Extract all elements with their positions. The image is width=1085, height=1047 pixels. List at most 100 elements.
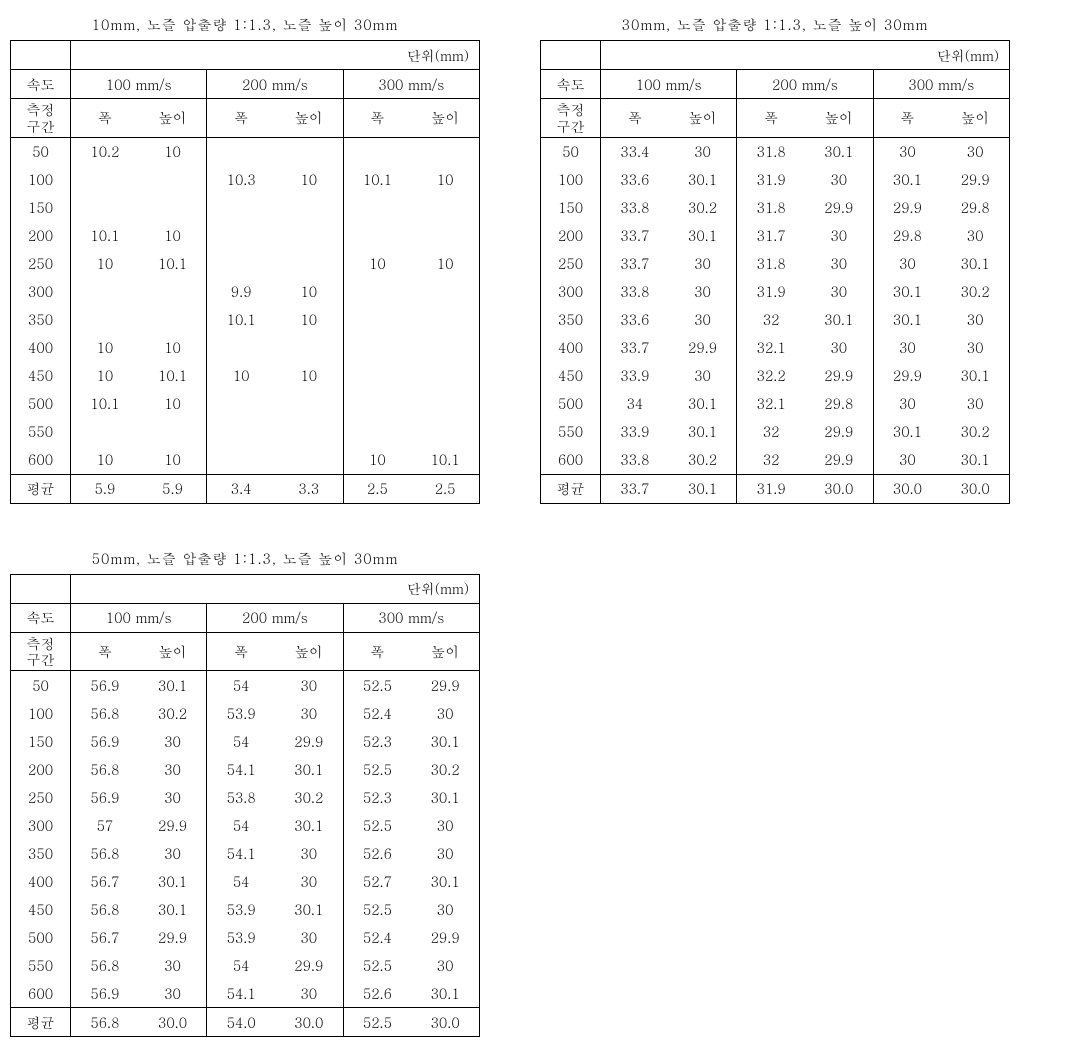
table-row: 20056.83054.130.152.530.2	[11, 755, 480, 783]
row-label: 300	[541, 278, 601, 306]
cell: 30.2	[275, 783, 343, 811]
avg-cell: 30.0	[873, 474, 941, 503]
cell: 30	[669, 362, 737, 390]
cell: 31.8	[737, 194, 805, 222]
cell: 30	[669, 137, 737, 166]
width-label: 폭	[601, 99, 669, 138]
table-row: 20033.730.131.73029.830	[541, 222, 1010, 250]
cell: 10	[139, 137, 207, 166]
row-label: 200	[541, 222, 601, 250]
cell: 30	[669, 278, 737, 306]
cell: 10	[139, 334, 207, 362]
avg-cell: 30.1	[669, 474, 737, 503]
table-row: 50010.110	[11, 390, 480, 418]
avg-cell: 2.5	[411, 474, 479, 503]
cell	[207, 390, 275, 418]
height-label: 높이	[275, 632, 343, 671]
corner-cell	[11, 41, 71, 70]
cell: 10.1	[139, 362, 207, 390]
row-label: 50	[541, 137, 601, 166]
cell: 33.7	[601, 222, 669, 250]
page-grid: 10mm, 노즐 압출량 1:1.3, 노즐 높이 30mm단위(mm)속도10…	[10, 10, 1085, 1037]
cell	[275, 250, 343, 278]
row-label: 350	[11, 839, 71, 867]
speed-header: 300 mm/s	[343, 70, 479, 99]
table-row: 55056.8305429.952.530	[11, 951, 480, 979]
table-block: 30mm, 노즐 압출량 1:1.3, 노즐 높이 30mm단위(mm)속도10…	[540, 10, 1010, 504]
cell	[139, 194, 207, 222]
cell: 33.4	[601, 137, 669, 166]
cell: 56.7	[71, 923, 139, 951]
cell	[275, 334, 343, 362]
table-row: 60056.93054.13052.630.1	[11, 979, 480, 1008]
row-label: 50	[11, 671, 71, 700]
cell: 30.1	[275, 755, 343, 783]
cell: 30	[941, 390, 1009, 418]
interval-label: 측정구간	[541, 99, 601, 138]
cell: 30.1	[941, 250, 1009, 278]
cell: 30	[805, 166, 873, 194]
cell: 52.5	[343, 671, 411, 700]
cell: 52.7	[343, 867, 411, 895]
table-block: 10mm, 노즐 압출량 1:1.3, 노즐 높이 30mm단위(mm)속도10…	[10, 10, 480, 504]
cell	[139, 306, 207, 334]
cell: 33.8	[601, 194, 669, 222]
avg-cell: 31.9	[737, 474, 805, 503]
speed-header: 100 mm/s	[601, 70, 737, 99]
cell: 10	[275, 306, 343, 334]
cell: 30	[275, 671, 343, 700]
cell	[275, 446, 343, 475]
width-label: 폭	[343, 632, 411, 671]
cell: 30.2	[139, 699, 207, 727]
cell: 31.7	[737, 222, 805, 250]
cell: 10	[71, 334, 139, 362]
cell	[139, 418, 207, 446]
cell: 30.1	[669, 390, 737, 418]
row-label: 500	[11, 390, 71, 418]
cell: 29.9	[139, 923, 207, 951]
cell	[71, 418, 139, 446]
cell: 52.3	[343, 783, 411, 811]
table-row: 35010.110	[11, 306, 480, 334]
cell: 30.1	[275, 811, 343, 839]
table-row: 150	[11, 194, 480, 222]
cell: 33.6	[601, 166, 669, 194]
cell: 56.7	[71, 867, 139, 895]
cell: 30.1	[941, 362, 1009, 390]
cell: 52.5	[343, 755, 411, 783]
cell: 30	[411, 811, 479, 839]
table-row: 5003430.132.129.83030	[541, 390, 1010, 418]
cell	[275, 418, 343, 446]
cell	[411, 222, 479, 250]
average-row: 평균33.730.131.930.030.030.0	[541, 474, 1010, 503]
cell: 56.9	[71, 783, 139, 811]
avg-cell: 52.5	[343, 1008, 411, 1037]
cell: 54	[207, 727, 275, 755]
cell: 31.9	[737, 278, 805, 306]
cell: 30	[873, 334, 941, 362]
height-label: 높이	[275, 99, 343, 138]
avg-cell: 30.0	[139, 1008, 207, 1037]
avg-cell: 2.5	[343, 474, 411, 503]
cell: 56.8	[71, 951, 139, 979]
row-label: 400	[11, 867, 71, 895]
cell: 30	[139, 839, 207, 867]
cell: 32.1	[737, 334, 805, 362]
cell: 52.5	[343, 895, 411, 923]
average-label: 평균	[11, 1008, 71, 1037]
cell	[411, 137, 479, 166]
cell	[411, 390, 479, 418]
cell	[411, 194, 479, 222]
cell: 54	[207, 951, 275, 979]
avg-cell: 3.3	[275, 474, 343, 503]
cell: 10	[207, 362, 275, 390]
cell: 30.1	[873, 166, 941, 194]
cell: 29.9	[941, 166, 1009, 194]
cell: 30	[139, 783, 207, 811]
cell	[411, 278, 479, 306]
table-row: 35033.6303230.130.130	[541, 306, 1010, 334]
cell: 30.1	[411, 979, 479, 1008]
speed-header: 100 mm/s	[71, 70, 207, 99]
unit-label: 단위(mm)	[71, 41, 480, 70]
row-label: 150	[11, 194, 71, 222]
